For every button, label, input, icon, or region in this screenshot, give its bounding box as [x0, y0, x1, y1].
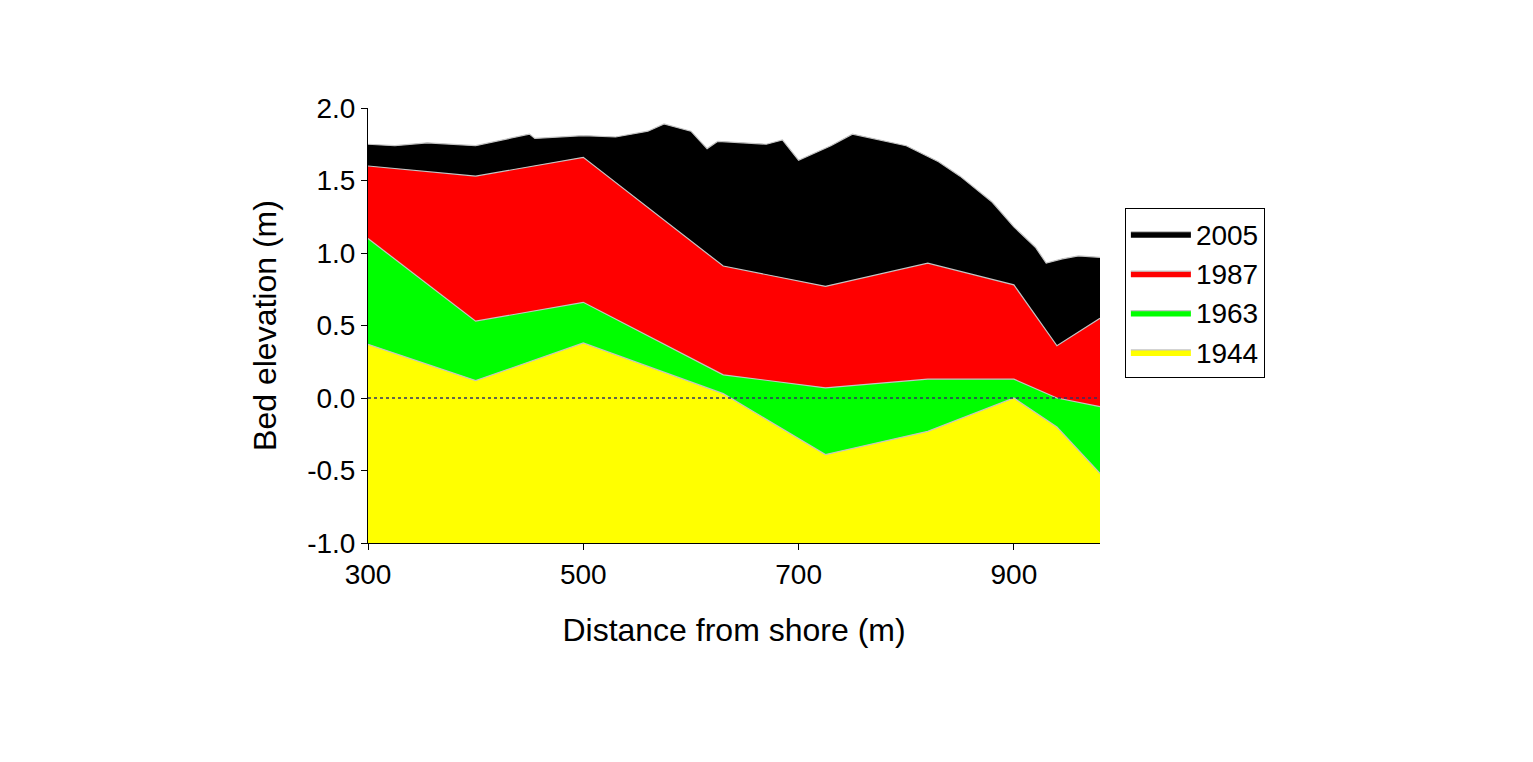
- svg-text:-0.5: -0.5: [307, 455, 355, 486]
- svg-text:Bed elevation (m): Bed elevation (m): [247, 200, 283, 451]
- svg-text:-1.0: -1.0: [307, 528, 355, 559]
- svg-text:300: 300: [345, 559, 392, 590]
- svg-text:2.0: 2.0: [316, 93, 355, 124]
- svg-text:Distance from shore (m): Distance from shore (m): [562, 612, 905, 648]
- svg-text:1944: 1944: [1196, 338, 1258, 369]
- svg-text:0.0: 0.0: [316, 383, 355, 414]
- svg-text:1.5: 1.5: [316, 165, 355, 196]
- svg-text:1.0: 1.0: [316, 238, 355, 269]
- svg-text:1987: 1987: [1196, 259, 1258, 290]
- svg-text:700: 700: [775, 559, 822, 590]
- svg-text:1963: 1963: [1196, 298, 1258, 329]
- svg-text:500: 500: [560, 559, 607, 590]
- svg-text:900: 900: [991, 559, 1038, 590]
- svg-text:2005: 2005: [1196, 220, 1258, 251]
- svg-text:0.5: 0.5: [316, 310, 355, 341]
